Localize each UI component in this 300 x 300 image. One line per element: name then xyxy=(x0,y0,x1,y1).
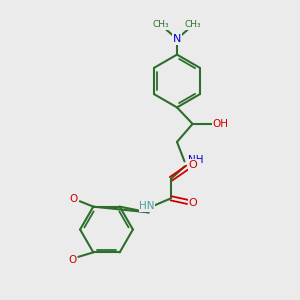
Text: CH₃: CH₃ xyxy=(184,20,201,29)
Text: CH₃: CH₃ xyxy=(153,20,169,29)
Text: N: N xyxy=(173,34,181,44)
Text: OH: OH xyxy=(212,119,228,129)
Text: O: O xyxy=(188,160,197,170)
Text: O: O xyxy=(188,198,197,208)
Text: O: O xyxy=(68,255,76,265)
Text: HN: HN xyxy=(139,201,155,212)
Text: NH: NH xyxy=(188,155,204,165)
Text: O: O xyxy=(70,194,78,204)
